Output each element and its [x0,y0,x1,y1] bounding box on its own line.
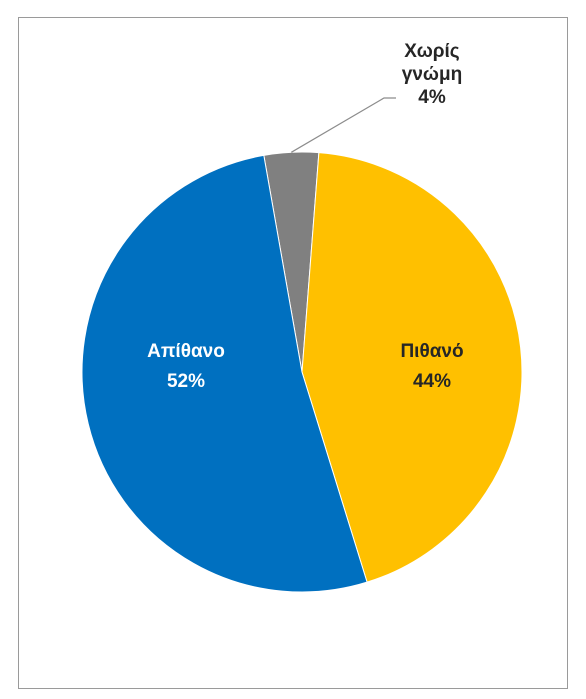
pie-slices [81,151,523,593]
percent-label: 4% [418,87,446,108]
pie-slice-2 [301,152,523,583]
data-label-1: Χωρίς γνώμη 4% [402,41,462,108]
percent-label: 44% [413,371,451,392]
category-label: γνώμη [402,64,462,85]
data-label-3: Απίθανο 52% [147,341,225,392]
leader-lines [290,97,396,153]
data-labels: Χωρίς γνώμη 4% Πιθανό 44% Απίθανο 52% [147,41,463,392]
percent-label: 52% [167,371,205,392]
pie-slice-3 [81,154,368,593]
category-label: Χωρίς [404,41,460,62]
leader-line [290,97,396,153]
category-label: Πιθανό [400,341,463,362]
data-label-2: Πιθανό 44% [400,341,463,392]
category-label: Απίθανο [147,341,225,362]
